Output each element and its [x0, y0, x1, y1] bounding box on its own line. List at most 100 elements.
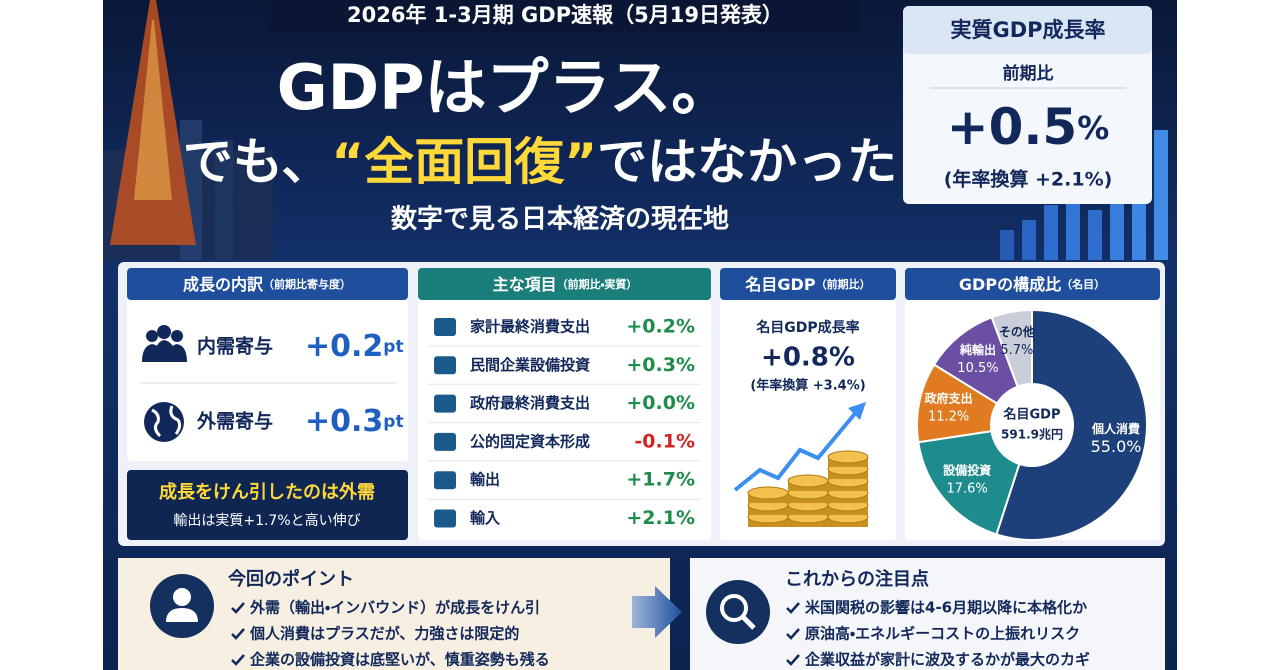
- value: +0.3: [305, 404, 383, 439]
- item-icon: [434, 318, 456, 336]
- title: GDPはプラス。: [277, 51, 734, 124]
- nominal-title: 名目GDP（前期比）: [744, 275, 870, 294]
- people-icon: [142, 325, 187, 362]
- item-icon: [434, 471, 456, 490]
- title-highlight: “全面回復”: [331, 133, 597, 191]
- slice-label: その他: [999, 324, 1035, 339]
- item-value: +0.0%: [626, 392, 695, 414]
- center-value: 591.9兆円: [1001, 427, 1063, 442]
- slice-value: 17.6%: [946, 482, 987, 497]
- callout-text: 輸出は実質+1.7%と高い伸び: [173, 512, 360, 529]
- globe-icon: [144, 402, 184, 442]
- title: 主な項目: [493, 275, 557, 294]
- breakdown-panel: [127, 268, 408, 461]
- check-icon: [786, 628, 800, 640]
- item-label: 公的固定資本形成: [470, 432, 590, 450]
- unit: %: [1077, 109, 1109, 147]
- composition-title: GDPの構成比（名目）: [959, 275, 1105, 294]
- items-panel: [418, 268, 711, 540]
- title-post: ではなかった: [597, 133, 897, 191]
- slice-value: 10.5%: [957, 361, 998, 376]
- row-value: +0.3pt: [305, 404, 404, 439]
- coin: [787, 474, 829, 488]
- item-label: 家計最終消費支出: [470, 318, 590, 336]
- list-item: 外需（輸出・インバウンド）が成長をけん引: [249, 599, 540, 617]
- value: +0.2: [305, 329, 383, 364]
- panel-header: [720, 268, 896, 300]
- value: +0.5: [947, 98, 1077, 156]
- check-icon: [231, 602, 245, 614]
- row-label: 内需寄与: [197, 335, 273, 358]
- arrow: [632, 586, 682, 638]
- coin: [747, 486, 789, 500]
- handle: [741, 615, 756, 630]
- lens: [720, 594, 748, 622]
- real-gdp-basis: 前期比: [1003, 63, 1054, 84]
- slice-value: 11.2%: [928, 410, 969, 425]
- slice-label: 個人消費: [1091, 421, 1140, 436]
- row-label: 外需寄与: [196, 410, 273, 433]
- nominal-label: 名目GDP成長率: [755, 319, 859, 336]
- panel-header: [127, 268, 408, 300]
- slice-label: 政府支出: [925, 391, 973, 406]
- item-value: +2.1%: [626, 507, 695, 529]
- real-gdp-value: +0.5%: [947, 98, 1110, 156]
- list-item: 米国関税の影響は4-6月期以降に本格化か: [805, 599, 1087, 617]
- item-value: +1.7%: [626, 469, 695, 491]
- callout: [127, 470, 408, 540]
- banner-bg: [270, 0, 860, 32]
- callout-title: 成長をけん引したのは外需: [159, 481, 375, 503]
- slice-label: 純輸出: [959, 342, 996, 357]
- trend-arrow: [733, 408, 860, 492]
- slice-label: 設備投資: [943, 463, 991, 478]
- item-label: 民間企業設備投資: [470, 356, 590, 374]
- slice-value: 5.7%: [1000, 343, 1033, 358]
- item-label: 政府最終消費支出: [470, 394, 590, 412]
- item-icon: [434, 509, 456, 528]
- real-gdp-title: 実質GDP成長率: [950, 18, 1105, 42]
- panel-header: [418, 268, 711, 300]
- check-icon: [786, 602, 800, 614]
- item-icon: [434, 356, 456, 375]
- pie-center: [990, 383, 1074, 467]
- title: 名目GDP: [744, 275, 815, 294]
- item-value: +0.3%: [626, 354, 695, 376]
- item-icon: [434, 394, 456, 413]
- coin: [827, 450, 869, 464]
- slice-value: 55.0%: [1091, 437, 1142, 456]
- check-icon: [231, 628, 245, 640]
- coins: [747, 450, 869, 527]
- list-item: 企業の設備投資は底堅いが、慎重姿勢も残る: [250, 651, 550, 669]
- list-item: 個人消費はプラスだが、力強さは限定的: [249, 625, 519, 643]
- banner: 2026年 1-3月期 GDP速報（5月19日発表）: [347, 3, 783, 27]
- item-label: 輸出: [470, 471, 500, 489]
- center-label: 名目GDP: [1003, 407, 1061, 423]
- nominal-annualized: (年率換算 +3.4%): [750, 378, 865, 394]
- outlook-title: これからの注目点: [785, 568, 929, 590]
- unit: pt: [383, 412, 403, 432]
- note: （前期比）: [816, 277, 871, 291]
- title-pre: でも、: [183, 133, 332, 191]
- list-item: 原油高・エネルギーコストの上振れリスク: [805, 625, 1080, 643]
- unit: pt: [383, 337, 403, 357]
- item-value: +0.2%: [626, 316, 695, 338]
- list-item: 企業収益が家計に波及するかが最大のカギ: [805, 651, 1090, 669]
- real-gdp-header: [903, 6, 1152, 54]
- note: （前期比寄与度）: [263, 277, 351, 291]
- item-icon: [434, 432, 456, 451]
- title: GDPの構成比: [959, 275, 1061, 294]
- skyline: [103, 0, 1168, 260]
- item-label: 輸入: [470, 509, 500, 527]
- panel-header: [905, 268, 1160, 300]
- breakdown-title: 成長の内訳（前期比寄与度）: [183, 275, 351, 294]
- subtitle: 数字で見る日本経済の現在地: [391, 204, 729, 235]
- real-gdp-annualized: (年率換算 +2.1%): [944, 168, 1113, 191]
- person-head: [173, 588, 191, 606]
- person-body: [166, 608, 198, 622]
- search-icon: [706, 580, 770, 644]
- note: （名目）: [1061, 277, 1105, 291]
